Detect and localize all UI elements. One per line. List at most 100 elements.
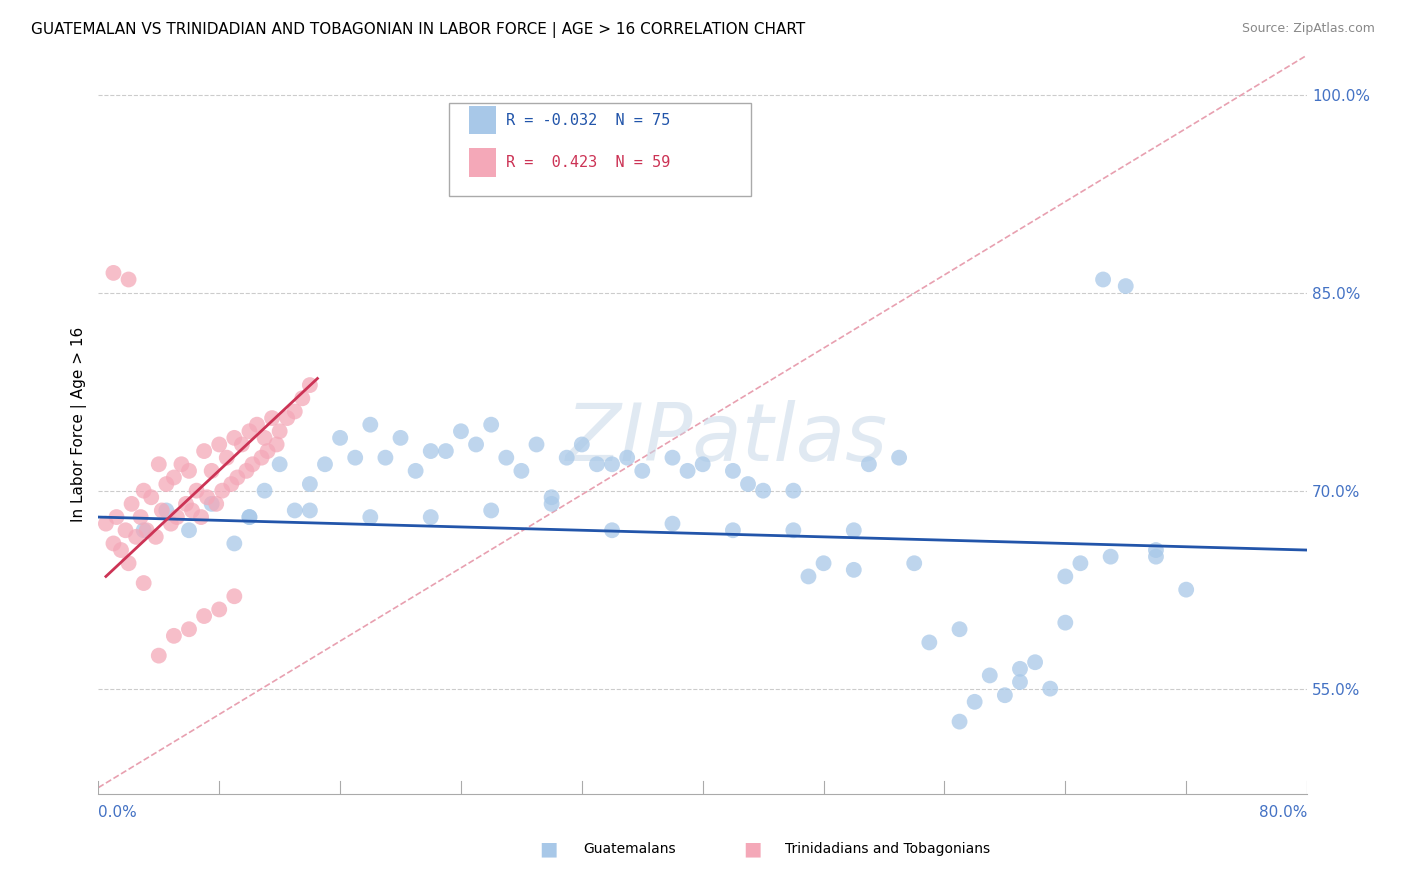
Point — [129, 510, 152, 524]
Point — [540, 490, 562, 504]
Point — [262, 411, 284, 425]
Point — [177, 523, 200, 537]
Point — [600, 523, 623, 537]
Point — [125, 530, 148, 544]
Point — [132, 523, 155, 537]
Point — [479, 503, 502, 517]
Point — [242, 457, 264, 471]
Point — [661, 516, 683, 531]
Point — [1092, 272, 1115, 286]
Point — [465, 437, 488, 451]
Point — [571, 437, 593, 451]
Point — [903, 556, 925, 570]
Point — [1144, 543, 1167, 558]
Point — [661, 450, 683, 465]
Text: Guatemalans: Guatemalans — [583, 842, 676, 856]
Point — [797, 569, 820, 583]
Point — [344, 450, 367, 465]
Point — [752, 483, 775, 498]
Point — [103, 266, 125, 280]
Point — [858, 457, 880, 471]
Point — [1008, 675, 1031, 690]
Point — [405, 464, 427, 478]
Point — [132, 576, 155, 591]
Point — [166, 510, 188, 524]
Point — [170, 457, 193, 471]
Text: ■: ■ — [538, 839, 558, 859]
Point — [419, 510, 441, 524]
Point — [721, 464, 744, 478]
Point — [224, 431, 246, 445]
Point — [374, 450, 396, 465]
Point — [540, 497, 562, 511]
Point — [676, 464, 699, 478]
Point — [148, 457, 170, 471]
Point — [155, 503, 177, 517]
Point — [1054, 615, 1077, 630]
Point — [117, 272, 139, 286]
Point — [329, 431, 352, 445]
Point — [419, 444, 441, 458]
Point — [181, 503, 204, 517]
Point — [359, 510, 381, 524]
Point — [103, 536, 125, 550]
Point — [186, 483, 208, 498]
Point — [226, 470, 249, 484]
Point — [269, 457, 291, 471]
Point — [600, 457, 623, 471]
Point — [948, 714, 970, 729]
Point — [721, 523, 744, 537]
Point — [224, 589, 246, 603]
Point — [586, 457, 609, 471]
Point — [246, 417, 269, 432]
Point — [238, 510, 260, 524]
Point — [276, 411, 298, 425]
Point — [190, 510, 212, 524]
Point — [94, 516, 117, 531]
Text: R =  0.423  N = 59: R = 0.423 N = 59 — [506, 155, 669, 170]
Point — [692, 457, 714, 471]
Y-axis label: In Labor Force | Age > 16: In Labor Force | Age > 16 — [72, 327, 87, 523]
Point — [253, 483, 276, 498]
Point — [231, 437, 253, 451]
Text: GUATEMALAN VS TRINIDADIAN AND TOBAGONIAN IN LABOR FORCE | AGE > 16 CORRELATION C: GUATEMALAN VS TRINIDADIAN AND TOBAGONIAN… — [31, 22, 806, 38]
Point — [177, 622, 200, 636]
Point — [434, 444, 457, 458]
Point — [250, 450, 273, 465]
Point — [291, 392, 314, 406]
Point — [510, 464, 533, 478]
Point — [211, 483, 233, 498]
Point — [160, 516, 183, 531]
Point — [195, 490, 218, 504]
Point — [269, 424, 291, 438]
Text: 80.0%: 80.0% — [1258, 805, 1308, 820]
Point — [193, 609, 215, 624]
Point — [215, 450, 238, 465]
Point — [918, 635, 941, 649]
Point — [110, 543, 132, 558]
Point — [948, 622, 970, 636]
Point — [238, 510, 260, 524]
Point — [105, 510, 128, 524]
Text: 0.0%: 0.0% — [98, 805, 138, 820]
Point — [479, 417, 502, 432]
Point — [887, 450, 910, 465]
Point — [235, 464, 257, 478]
Point — [205, 497, 228, 511]
Point — [1024, 655, 1046, 669]
Text: Source: ZipAtlas.com: Source: ZipAtlas.com — [1241, 22, 1375, 36]
Point — [256, 444, 278, 458]
Point — [1039, 681, 1062, 696]
Point — [155, 477, 177, 491]
Point — [616, 450, 638, 465]
Point — [1099, 549, 1122, 564]
Point — [148, 648, 170, 663]
Text: ZIPatlas: ZIPatlas — [565, 401, 889, 478]
Point — [842, 563, 865, 577]
Point — [298, 378, 321, 392]
Point — [963, 695, 986, 709]
Text: ■: ■ — [742, 839, 762, 859]
Point — [132, 483, 155, 498]
Point — [450, 424, 472, 438]
Point — [526, 437, 548, 451]
